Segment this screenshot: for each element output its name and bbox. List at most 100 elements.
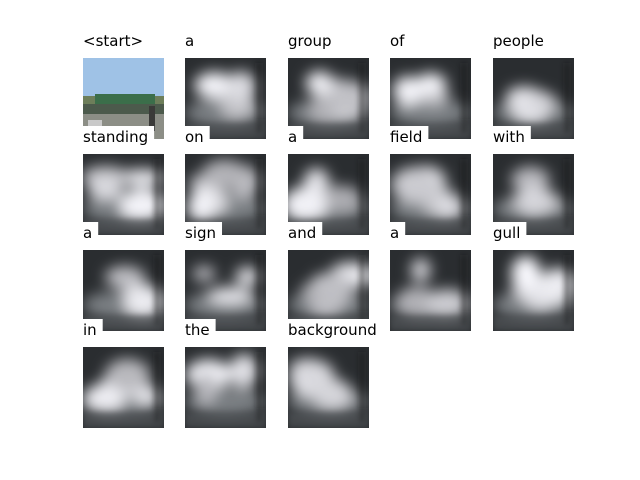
word-label: the — [185, 319, 216, 341]
panel — [288, 58, 369, 139]
attention-blobs — [390, 72, 470, 127]
detail — [288, 352, 369, 428]
pillar — [155, 159, 159, 229]
attention-image — [83, 250, 164, 331]
panel — [493, 250, 574, 331]
attention-image — [493, 154, 574, 235]
pillar — [149, 106, 155, 131]
blob — [288, 186, 327, 223]
blob — [391, 166, 439, 203]
label-background — [288, 126, 304, 148]
attention-blobs — [493, 166, 573, 223]
panel — [493, 154, 574, 235]
blob — [192, 265, 216, 282]
label-background — [390, 126, 429, 148]
blob — [201, 159, 248, 189]
blob — [86, 180, 124, 200]
blob — [426, 289, 469, 319]
attention-image — [390, 58, 471, 139]
attention-image — [185, 250, 266, 331]
attention-blobs — [288, 71, 369, 127]
blob — [329, 80, 369, 115]
attention-image — [493, 250, 574, 331]
word: gull — [493, 224, 520, 242]
attention-image — [288, 58, 369, 139]
pillar — [257, 63, 261, 133]
label-background — [83, 126, 155, 148]
attention-image — [83, 347, 164, 428]
blob — [194, 72, 235, 99]
blob — [435, 191, 462, 221]
blob — [305, 71, 334, 96]
word-label: people — [493, 30, 550, 52]
attention-blobs — [83, 266, 164, 320]
label-background — [493, 222, 527, 244]
label-background — [493, 126, 531, 148]
attention-image — [83, 154, 164, 235]
label-background — [185, 222, 223, 244]
blob — [321, 185, 362, 212]
word-label: with — [493, 126, 531, 148]
detail — [493, 316, 574, 331]
word: standing — [83, 128, 148, 146]
car — [88, 120, 102, 126]
blob — [511, 166, 550, 194]
label-background — [288, 30, 338, 52]
detail — [390, 316, 471, 331]
detail — [288, 124, 369, 139]
detail — [390, 159, 471, 235]
word: sign — [185, 224, 216, 242]
word-label: standing — [83, 126, 155, 148]
label-background — [288, 222, 323, 244]
attention-blobs — [83, 166, 164, 223]
attention-image — [288, 347, 369, 428]
word: a — [288, 128, 297, 146]
attention-image — [288, 154, 369, 235]
word: the — [185, 321, 210, 339]
pillar — [462, 255, 466, 325]
detail — [83, 159, 164, 235]
pillar — [565, 63, 569, 133]
pillar — [565, 255, 569, 325]
blob — [235, 266, 260, 287]
blob — [390, 99, 470, 127]
blob — [505, 87, 536, 110]
panel — [185, 250, 266, 331]
word: on — [185, 128, 204, 146]
word: group — [288, 32, 332, 50]
label-background — [83, 30, 150, 52]
word-label: background — [288, 319, 383, 341]
pillar — [155, 352, 159, 422]
panel — [83, 58, 164, 139]
word-label: a — [288, 126, 304, 148]
word-label: sign — [185, 222, 223, 244]
sign — [95, 94, 155, 106]
attention-blobs — [390, 165, 470, 223]
pillar — [257, 352, 261, 422]
pillar — [360, 159, 364, 229]
detail — [83, 316, 164, 331]
blob — [120, 169, 164, 187]
label-background — [390, 222, 406, 244]
attention-blobs — [288, 358, 368, 416]
blob — [395, 286, 438, 318]
word-label: a — [390, 222, 406, 244]
detail — [83, 413, 164, 428]
detail — [390, 255, 471, 331]
panel — [390, 154, 471, 235]
label-background — [185, 319, 216, 341]
pillar — [257, 255, 261, 325]
panel — [185, 347, 266, 428]
panel — [288, 347, 369, 428]
attention-blobs — [390, 258, 470, 319]
attention-image — [83, 58, 164, 139]
attention-blobs — [185, 71, 265, 127]
word: in — [83, 321, 97, 339]
attention-image — [493, 58, 574, 139]
panel — [390, 250, 471, 331]
word: a — [185, 32, 194, 50]
attention-blobs — [288, 168, 368, 223]
detail — [390, 220, 471, 235]
attention-blobs — [185, 353, 265, 416]
